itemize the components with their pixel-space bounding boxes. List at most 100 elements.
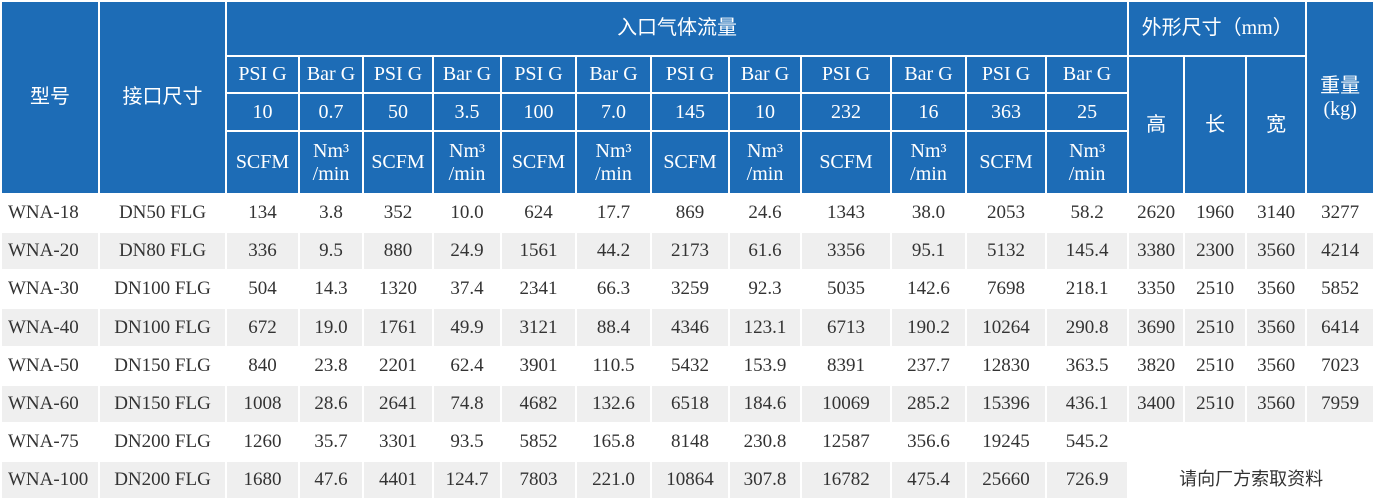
header-cell: SCFM <box>965 130 1047 195</box>
header-cell: Bar G <box>728 55 802 94</box>
header-cell: 145 <box>650 92 730 132</box>
header-cell: SCFM <box>500 130 577 195</box>
table-cell: WNA-20 <box>0 231 100 272</box>
table-cell: 363.5 <box>1044 345 1130 386</box>
table-cell: 4346 <box>650 307 730 348</box>
header-cell: PSI G <box>362 55 434 94</box>
table-cell: 14.3 <box>298 269 364 310</box>
header-cell: Nm³ /min <box>575 130 652 195</box>
table-cell: WNA-75 <box>0 421 100 462</box>
table-row: WNA-60 DN150 FLG 1008 28.6 2641 74.8 4682 132.6… <box>0 383 1373 424</box>
table-cell: 3140 <box>1245 192 1308 234</box>
table-cell: 95.1 <box>890 231 967 272</box>
table-cell: 49.9 <box>432 307 502 348</box>
table-row: WNA-75 DN200 FLG 1260 35.7 3301 93.5 5852 165.8… <box>0 421 1373 500</box>
header-cell: PSI G <box>800 55 892 94</box>
table-cell: WNA-100 <box>0 459 100 500</box>
table-cell: 3400 <box>1127 383 1186 424</box>
table-cell: 10069 <box>800 383 892 424</box>
table-cell: 24.9 <box>432 231 502 272</box>
table-cell: 6518 <box>650 383 730 424</box>
header-cell: 长 <box>1183 55 1248 195</box>
header-cell: Bar G <box>432 55 502 94</box>
table-cell: 624 <box>500 192 577 234</box>
table-row: WNA-20 DN80 FLG 336 9.5 880 24.9 1561 44.2 2173 6… <box>0 231 1373 272</box>
table-cell: WNA-50 <box>0 345 100 386</box>
table-cell: 4682 <box>500 383 577 424</box>
table-cell: 1761 <box>362 307 434 348</box>
header-cell: 3.5 <box>432 92 502 132</box>
table-cell: 545.2 <box>1044 421 1130 462</box>
table-cell: 184.6 <box>728 383 802 424</box>
table-cell: 92.3 <box>728 269 802 310</box>
header-cell: 100 <box>500 92 577 132</box>
table-cell: 1680 <box>225 459 300 500</box>
table-cell: DN50 FLG <box>98 192 227 234</box>
table-cell: 352 <box>362 192 434 234</box>
table-cell: WNA-30 <box>0 269 100 310</box>
table-cell: 8148 <box>650 421 730 462</box>
table-cell: 7698 <box>965 269 1047 310</box>
header-cell: PSI G <box>500 55 577 94</box>
table-cell: 840 <box>225 345 300 386</box>
header-row: 型号 接口尺寸 入口气体流量 外形尺寸（mm） 重量 (kg) <box>0 0 1373 195</box>
table-cell: 165.8 <box>575 421 652 462</box>
table-cell: 47.6 <box>298 459 364 500</box>
table-cell: 35.7 <box>298 421 364 462</box>
header-cell: 接口尺寸 <box>98 0 227 195</box>
table-cell: 2300 <box>1183 231 1248 272</box>
table-cell: 3560 <box>1245 383 1308 424</box>
table-cell: 2510 <box>1183 307 1248 348</box>
header-cell: 宽 <box>1245 55 1308 195</box>
table-cell: DN150 FLG <box>98 345 227 386</box>
table-cell: 123.1 <box>728 307 802 348</box>
table-cell: 3259 <box>650 269 730 310</box>
header-cell: 外形尺寸（mm） <box>1127 0 1308 57</box>
table-cell: 2341 <box>500 269 577 310</box>
table-cell: 19245 <box>965 421 1047 462</box>
table-cell: 25660 <box>965 459 1047 500</box>
table-cell: 5132 <box>965 231 1047 272</box>
table-cell: 3901 <box>500 345 577 386</box>
table-cell: 672 <box>225 307 300 348</box>
table-cell: 230.8 <box>728 421 802 462</box>
table-cell: 356.6 <box>890 421 967 462</box>
table-cell: 10.0 <box>432 192 502 234</box>
header-cell: PSI G <box>965 55 1047 94</box>
table-cell: DN100 FLG <box>98 307 227 348</box>
table-cell: 3560 <box>1245 231 1308 272</box>
table-cell: 93.5 <box>432 421 502 462</box>
table-cell: 221.0 <box>575 459 652 500</box>
table-cell: 5035 <box>800 269 892 310</box>
table-cell: 190.2 <box>890 307 967 348</box>
header-cell: Nm³ /min <box>890 130 967 195</box>
table-cell: 12587 <box>800 421 892 462</box>
table-cell: 15396 <box>965 383 1047 424</box>
table-cell: 3301 <box>362 421 434 462</box>
header-cell: 10 <box>728 92 802 132</box>
table-cell: 2053 <box>965 192 1047 234</box>
table-cell: 38.0 <box>890 192 967 234</box>
table-cell: 504 <box>225 269 300 310</box>
header-cell: Bar G <box>298 55 364 94</box>
table-cell: 6414 <box>1305 307 1373 348</box>
table-cell: 6713 <box>800 307 892 348</box>
table-cell: 24.6 <box>728 192 802 234</box>
table-cell: 62.4 <box>432 345 502 386</box>
table-cell: 2510 <box>1183 269 1248 310</box>
header-cell: Nm³ /min <box>298 130 364 195</box>
note-cell: 请向厂方索取资料 <box>1127 421 1373 500</box>
header-cell: Nm³ /min <box>1044 130 1130 195</box>
table-row: WNA-50 DN150 FLG 840 23.8 2201 62.4 3901 110.5 5… <box>0 345 1373 386</box>
table-row: WNA-100 DN200 FLG 1680 47.6 4401 124.7 7803 221… <box>0 459 1373 500</box>
table-cell: 3.8 <box>298 192 364 234</box>
table-cell: 28.6 <box>298 383 364 424</box>
table-cell: DN80 FLG <box>98 231 227 272</box>
header-row: SCFM Nm³ /min SCFM Nm³ /min SCFM Nm³ /min SCFM… <box>1 130 1373 195</box>
table-cell: 153.9 <box>728 345 802 386</box>
header-cell: 重量 (kg) <box>1305 0 1373 195</box>
table-cell: 132.6 <box>575 383 652 424</box>
table-cell: 3560 <box>1245 307 1308 348</box>
